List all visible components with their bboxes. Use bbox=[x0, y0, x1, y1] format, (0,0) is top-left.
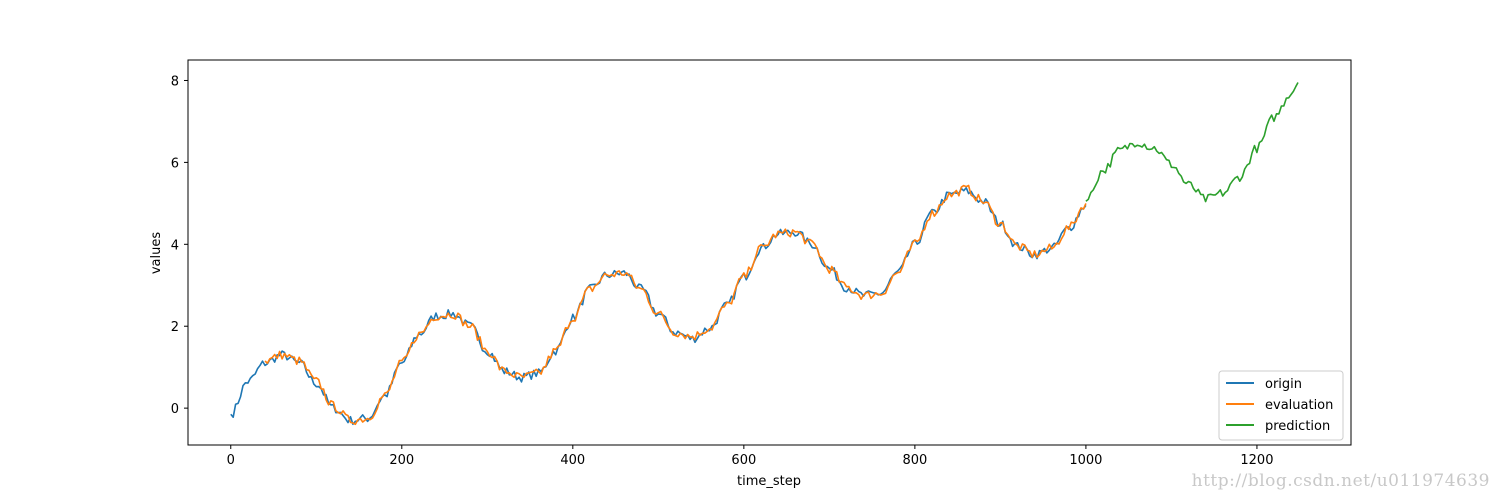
y-tick-label: 0 bbox=[171, 402, 179, 417]
legend: origin evaluation prediction bbox=[1218, 370, 1344, 441]
series-line-prediction bbox=[1085, 82, 1299, 203]
y-axis-label: values bbox=[149, 232, 164, 275]
y-tick-label: 4 bbox=[171, 238, 179, 253]
legend-label-evaluation: evaluation bbox=[1265, 398, 1333, 413]
series-layer bbox=[230, 82, 1299, 426]
x-tick-label: 1000 bbox=[1069, 453, 1102, 468]
x-tick-label: 400 bbox=[560, 453, 585, 468]
legend-items: origin evaluation prediction bbox=[1226, 377, 1333, 434]
series-line-evaluation bbox=[264, 184, 1087, 426]
x-axis: 0 200 400 600 800 1000 1200 bbox=[227, 445, 1273, 468]
legend-label-origin: origin bbox=[1265, 377, 1302, 392]
x-tick-label: 200 bbox=[389, 453, 414, 468]
plot-frame bbox=[187, 59, 1352, 446]
x-axis-label: time_step bbox=[737, 474, 801, 489]
legend-label-prediction: prediction bbox=[1265, 419, 1330, 434]
y-tick-label: 6 bbox=[171, 156, 179, 171]
watermark: http://blog.csdn.net/u011974639 bbox=[1191, 471, 1490, 491]
y-tick-label: 8 bbox=[171, 74, 179, 89]
plot-area bbox=[187, 59, 1352, 446]
y-axis: 0 2 4 6 8 bbox=[171, 74, 188, 417]
x-tick-label: 0 bbox=[227, 453, 235, 468]
x-tick-label: 1200 bbox=[1240, 453, 1273, 468]
legend-frame bbox=[1218, 370, 1344, 441]
y-tick-label: 2 bbox=[171, 320, 179, 335]
x-tick-label: 800 bbox=[902, 453, 927, 468]
x-tick-label: 600 bbox=[731, 453, 756, 468]
